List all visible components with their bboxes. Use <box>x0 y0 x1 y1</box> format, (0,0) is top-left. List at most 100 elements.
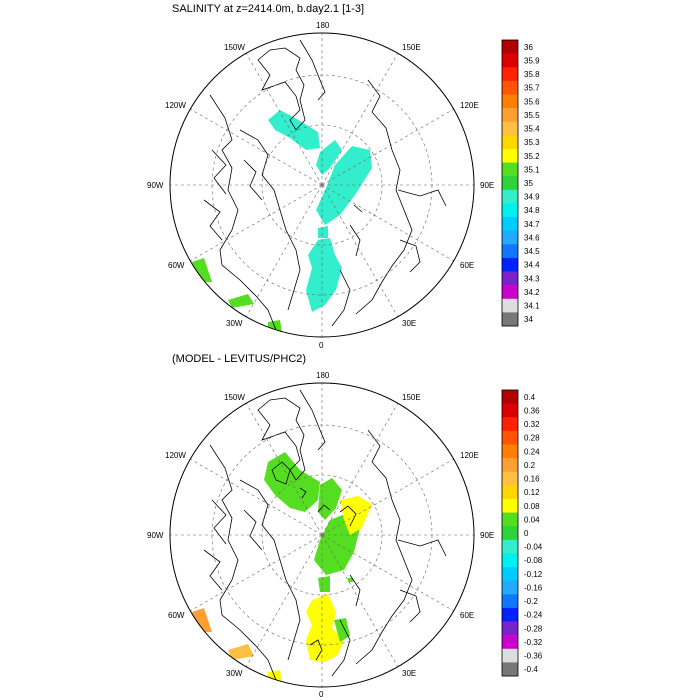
colorbar-label: 34.6 <box>524 233 540 242</box>
colorbar-label: 0.12 <box>524 488 540 497</box>
colorbar-label: 34.7 <box>524 220 540 229</box>
colorbar-swatch <box>502 108 518 123</box>
panel-title: (MODEL - LEVITUS/PHC2) <box>172 353 306 365</box>
colorbar-label: -0.04 <box>524 543 543 552</box>
colorbar-border <box>501 39 519 327</box>
colorbar-swatch <box>502 403 518 418</box>
colorbar-label: 36 <box>524 43 533 52</box>
colorbar-label: 34 <box>524 315 533 324</box>
colorbar-label: 0.24 <box>524 447 540 456</box>
colorbar-swatch <box>502 67 518 82</box>
colorbar-label: -0.08 <box>524 556 543 565</box>
field-region <box>316 140 342 175</box>
colorbar-swatch <box>502 471 518 486</box>
lon-label: 120W <box>165 101 186 110</box>
colorbar-swatch <box>502 217 518 231</box>
lon-label: 60W <box>168 611 185 620</box>
lon-label: 30E <box>402 669 416 678</box>
colorbar-label: 0.32 <box>524 420 540 429</box>
colorbar-swatch <box>502 607 518 622</box>
lon-label: 150W <box>224 393 245 402</box>
longitude-labels: 180 0 90W 90E 150W 120W 150E 120E 60W 30… <box>147 21 494 350</box>
colorbar-swatch <box>502 635 518 650</box>
colorbar-swatch <box>502 230 518 245</box>
colorbar-label: -0.24 <box>524 611 543 620</box>
colorbar-swatch <box>502 430 518 445</box>
colorbar-swatch <box>502 189 518 204</box>
colorbar-label: 35.2 <box>524 152 540 161</box>
field-region <box>316 146 372 225</box>
field-region <box>306 238 342 312</box>
colorbar-swatch <box>502 135 518 150</box>
colorbar-swatch <box>502 553 518 568</box>
lon-label: 150E <box>402 393 421 402</box>
colorbar-label: -0.32 <box>524 638 543 647</box>
colorbar-swatch <box>502 244 518 259</box>
colorbar-swatch <box>502 162 518 177</box>
lon-label: 0 <box>319 690 324 699</box>
colorbar-swatch <box>502 53 518 68</box>
field-region <box>318 226 328 238</box>
colorbar-swatch <box>502 567 518 581</box>
colorbar-swatch <box>502 512 518 527</box>
colorbar-label: 0.08 <box>524 502 540 511</box>
colorbar-label: -0.36 <box>524 652 543 661</box>
colorbar-label: 0.16 <box>524 475 540 484</box>
colorbar-swatch <box>502 148 518 163</box>
map-area <box>170 33 474 337</box>
colorbar-swatch <box>502 662 518 677</box>
colorbar-label: 35.3 <box>524 138 540 147</box>
lon-label: 30E <box>402 319 416 328</box>
map-area <box>170 383 474 687</box>
colorbar-label: 35.5 <box>524 111 540 120</box>
field-region <box>348 578 353 582</box>
colorbar-swatch <box>502 458 518 473</box>
colorbar-label: 0.36 <box>524 406 540 415</box>
colorbar-label: 0.4 <box>524 393 536 402</box>
colorbar-swatch <box>502 285 518 300</box>
colorbar-swatch <box>502 580 518 595</box>
colorbar-label: 34.5 <box>524 247 540 256</box>
colorbar-swatch <box>502 648 518 663</box>
colorbar-label: 0.04 <box>524 515 540 524</box>
field-region <box>268 320 282 332</box>
lon-label: 180 <box>316 371 330 380</box>
colorbar-swatch <box>502 417 518 432</box>
field-region <box>318 576 330 592</box>
lon-label: 0 <box>319 341 324 350</box>
colorbar-swatch <box>502 94 518 109</box>
colorbar-swatch <box>502 298 518 313</box>
colorbar: 36 35.9 35.8 35.7 35.6 35.5 35.4 35.3 35.2 35.1 35… <box>501 39 540 327</box>
lon-label: 90W <box>147 181 164 190</box>
colorbar-label: 34.4 <box>524 261 540 270</box>
colorbar-swatch <box>502 444 518 459</box>
colorbar-label: -0.2 <box>524 597 538 606</box>
colorbar-label: 35.6 <box>524 97 540 106</box>
colorbar-label: -0.16 <box>524 583 543 592</box>
colorbar-label: 0 <box>524 529 529 538</box>
colorbar-swatch <box>502 390 518 404</box>
colorbar-swatch <box>502 257 518 272</box>
coastlines <box>203 39 447 331</box>
lon-label: 90E <box>480 181 494 190</box>
lon-label: 60E <box>460 261 474 270</box>
colorbar-swatch <box>502 526 518 541</box>
field-region <box>228 644 254 660</box>
lon-label: 90E <box>480 531 494 540</box>
colorbar-swatch <box>502 176 518 191</box>
lon-label: 30W <box>226 669 243 678</box>
field-region <box>268 110 320 150</box>
colorbar-label: 34.8 <box>524 206 540 215</box>
colorbar-swatch <box>502 594 518 609</box>
colorbar-swatch <box>502 498 518 513</box>
lon-label: 120E <box>460 101 479 110</box>
map-border <box>169 32 475 338</box>
colorbar-label: 34.1 <box>524 302 540 311</box>
colorbar-label: -0.4 <box>524 665 538 674</box>
lon-label: 150W <box>224 43 245 52</box>
colorbar-label: 35.1 <box>524 165 540 174</box>
colorbar-label: 34.9 <box>524 193 540 202</box>
colorbar-swatch <box>502 40 518 54</box>
panel-salinity: SALINITY at z=2414.0m, b.day2.1 [1-3] <box>147 3 540 350</box>
longitude-labels: 180 0 90W 90E 150W 120W 150E 120E 60W 30… <box>147 371 494 699</box>
